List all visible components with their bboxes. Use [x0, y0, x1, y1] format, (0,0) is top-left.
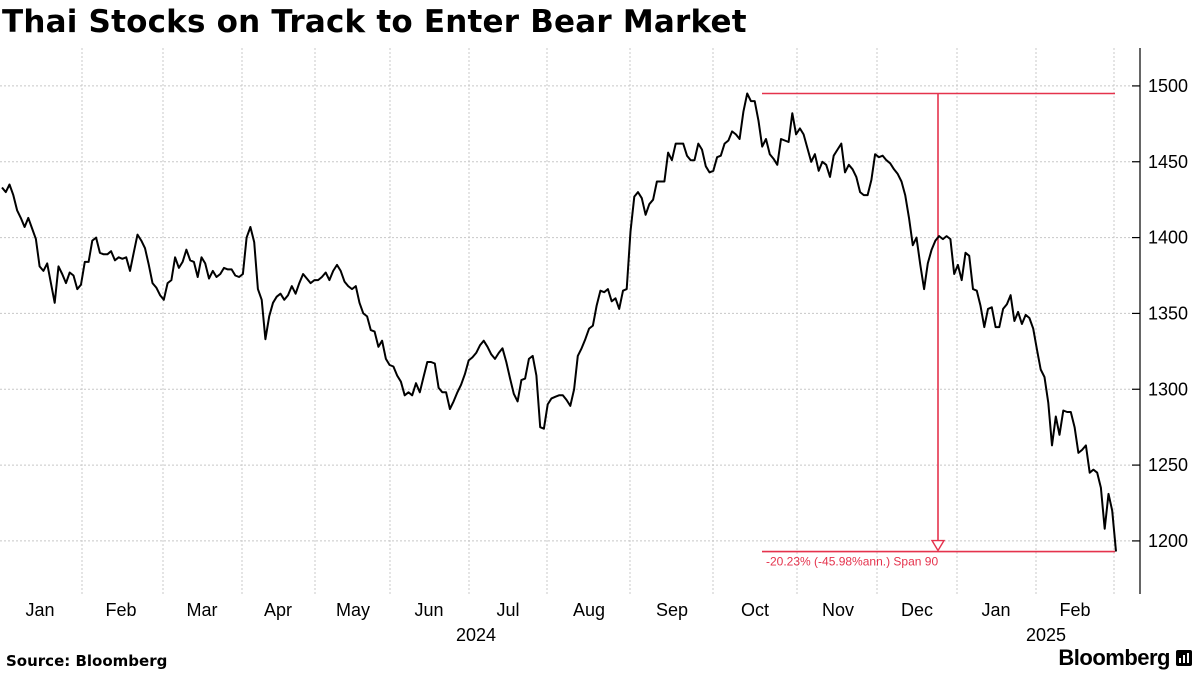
annotation-label: -20.23% (-45.98%ann.) Span 90 [766, 555, 938, 569]
x-tick-label: Mar [187, 600, 218, 620]
y-axis-ticks: 1200 1250 1300 1350 1400 1450 1500 [1132, 76, 1188, 551]
x-tick-label: Dec [901, 600, 933, 620]
brand-name: Bloomberg [1058, 645, 1170, 670]
drawdown-annotation: -20.23% (-45.98%ann.) Span 90 [762, 92, 1115, 569]
y-tick-label: 1450 [1148, 152, 1188, 172]
annotation-arrow-head [930, 539, 946, 552]
y-tick-label: 1250 [1148, 455, 1188, 475]
chart-title: Thai Stocks on Track to Enter Bear Marke… [2, 4, 747, 40]
terminal-icon [1176, 650, 1192, 666]
x-tick-label: Apr [264, 600, 292, 620]
x-tick-label: Jan [25, 600, 54, 620]
x-tick-label: Oct [741, 600, 769, 620]
brand-logo: Bloomberg [1058, 645, 1192, 671]
x-tick-label: Jun [414, 600, 443, 620]
grid-lines [0, 48, 1140, 594]
y-tick-label: 1200 [1148, 531, 1188, 551]
y-tick-label: 1350 [1148, 303, 1188, 323]
y-tick-label: 1500 [1148, 76, 1188, 96]
x-year-label: 2024 [456, 625, 496, 645]
series-line [1, 92, 1117, 552]
x-tick-label: Sep [656, 600, 688, 620]
x-tick-label: May [336, 600, 370, 620]
x-year-label: 2025 [1026, 625, 1066, 645]
x-tick-label: Aug [573, 600, 605, 620]
x-tick-label: Feb [105, 600, 136, 620]
x-tick-label: Jan [981, 600, 1010, 620]
x-tick-label: Nov [822, 600, 854, 620]
source-note: Source: Bloomberg [6, 652, 168, 670]
y-tick-label: 1400 [1148, 228, 1188, 248]
x-tick-label: Jul [496, 600, 519, 620]
x-tick-label: Feb [1059, 600, 1090, 620]
x-axis-ticks: Jan Feb Mar Apr May Jun Jul Aug Sep Oct Nov Dec Jan F… [25, 600, 1090, 645]
y-tick-label: 1300 [1148, 379, 1188, 399]
